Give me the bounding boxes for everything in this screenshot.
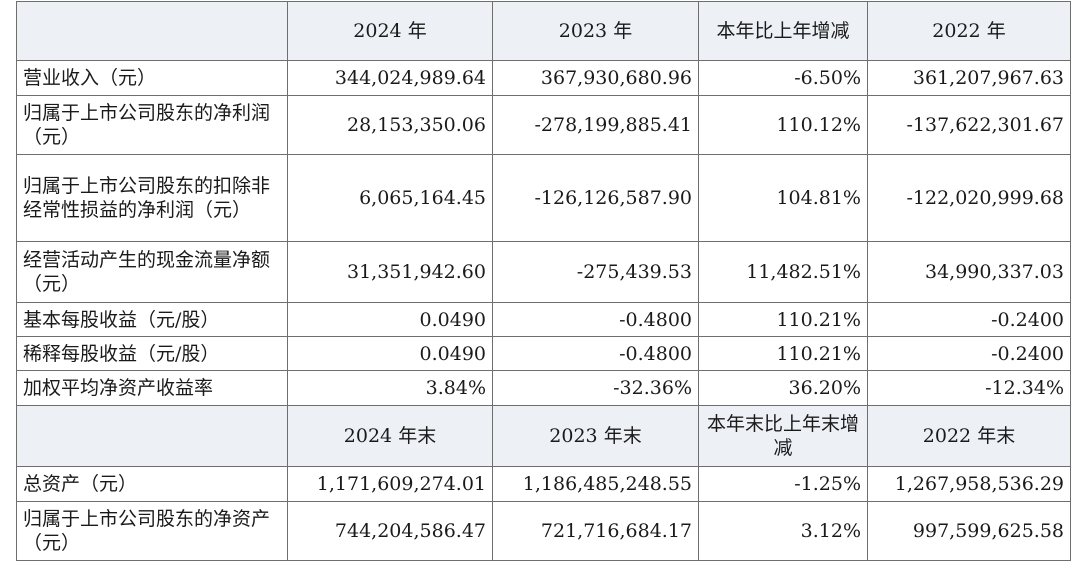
cell-2023-end: 721,716,684.17 xyxy=(492,501,699,561)
table-row: 营业收入（元） 344,024,989.64 367,930,680.96 -6… xyxy=(16,60,1071,96)
table-row: 加权平均净资产收益率 3.84% -32.36% 36.20% -12.34% xyxy=(16,370,1071,406)
header-label-cell xyxy=(16,1,288,61)
cell-2024-end: 744,204,586.47 xyxy=(287,501,493,561)
cell-2023: -126,126,587.90 xyxy=(492,154,699,242)
header-2024-end: 2024 年末 xyxy=(287,405,493,467)
row-label: 营业收入（元） xyxy=(16,60,288,96)
cell-yoy: 110.12% xyxy=(698,95,868,155)
cell-2022-end: 997,599,625.58 xyxy=(867,501,1071,561)
cell-2022-end: 1,267,958,536.29 xyxy=(867,466,1071,502)
cell-yoy: 3.12% xyxy=(698,501,868,561)
cell-yoy: 110.21% xyxy=(698,336,868,371)
cell-2023: -278,199,885.41 xyxy=(492,95,699,155)
table-row: 归属于上市公司股东的净利润（元） 28,153,350.06 -278,199,… xyxy=(16,95,1071,155)
cell-yoy: -1.25% xyxy=(698,466,868,502)
cell-yoy: -6.50% xyxy=(698,60,868,96)
cell-2022: 361,207,967.63 xyxy=(867,60,1071,96)
header-2022-end: 2022 年末 xyxy=(867,405,1071,467)
subheader-label-cell xyxy=(16,405,288,467)
table-row: 归属于上市公司股东的净资产（元） 744,204,586.47 721,716,… xyxy=(16,501,1071,561)
cell-2023: -0.4800 xyxy=(492,336,699,371)
table-row: 经营活动产生的现金流量净额（元） 31,351,942.60 -275,439.… xyxy=(16,241,1071,303)
table-row: 基本每股收益（元/股） 0.0490 -0.4800 110.21% -0.24… xyxy=(16,302,1071,337)
cell-2024: 6,065,164.45 xyxy=(287,154,493,242)
cell-yoy: 11,482.51% xyxy=(698,241,868,303)
cell-2023: -0.4800 xyxy=(492,302,699,337)
cell-2024: 0.0490 xyxy=(287,336,493,371)
header-2023: 2023 年 xyxy=(492,1,699,61)
cell-2022: -0.2400 xyxy=(867,336,1071,371)
cell-yoy: 104.81% xyxy=(698,154,868,242)
header-2023-end: 2023 年末 xyxy=(492,405,699,467)
cell-2023-end: 1,186,485,248.55 xyxy=(492,466,699,502)
cell-yoy: 110.21% xyxy=(698,302,868,337)
cell-2024: 0.0490 xyxy=(287,302,493,337)
cell-2024-end: 1,171,609,274.01 xyxy=(287,466,493,502)
table-row: 归属于上市公司股东的扣除非经常性损益的净利润（元） 6,065,164.45 -… xyxy=(16,154,1071,242)
table-row: 稀释每股收益（元/股） 0.0490 -0.4800 110.21% -0.24… xyxy=(16,336,1071,371)
table-header-row: 2024 年 2023 年 本年比上年增减 2022 年 xyxy=(16,1,1071,61)
header-yoy-change: 本年比上年增减 xyxy=(698,1,868,61)
table-subheader-row: 2024 年末 2023 年末 本年末比上年末增减 2022 年末 xyxy=(16,405,1071,467)
table-row: 总资产（元） 1,171,609,274.01 1,186,485,248.55… xyxy=(16,466,1071,502)
cell-2022: -122,020,999.68 xyxy=(867,154,1071,242)
cell-2022: -12.34% xyxy=(867,370,1071,406)
header-yoy-end-change: 本年末比上年末增减 xyxy=(698,405,868,467)
financial-summary-table: 2024 年 2023 年 本年比上年增减 2022 年 营业收入（元） 344… xyxy=(16,1,1071,561)
cell-2024: 3.84% xyxy=(287,370,493,406)
row-label: 总资产（元） xyxy=(16,466,288,502)
row-label: 加权平均净资产收益率 xyxy=(16,370,288,406)
row-label: 归属于上市公司股东的扣除非经常性损益的净利润（元） xyxy=(16,154,288,242)
cell-2024: 31,351,942.60 xyxy=(287,241,493,303)
cell-2022: -0.2400 xyxy=(867,302,1071,337)
cell-2023: -275,439.53 xyxy=(492,241,699,303)
cell-2022: 34,990,337.03 xyxy=(867,241,1071,303)
row-label: 经营活动产生的现金流量净额（元） xyxy=(16,241,288,303)
cell-2023: 367,930,680.96 xyxy=(492,60,699,96)
header-2022: 2022 年 xyxy=(867,1,1071,61)
row-label: 基本每股收益（元/股） xyxy=(16,302,288,337)
cell-yoy: 36.20% xyxy=(698,370,868,406)
row-label: 归属于上市公司股东的净利润（元） xyxy=(16,95,288,155)
row-label: 归属于上市公司股东的净资产（元） xyxy=(16,501,288,561)
cell-2023: -32.36% xyxy=(492,370,699,406)
cell-2024: 28,153,350.06 xyxy=(287,95,493,155)
row-label: 稀释每股收益（元/股） xyxy=(16,336,288,371)
header-2024: 2024 年 xyxy=(287,1,493,61)
cell-2022: -137,622,301.67 xyxy=(867,95,1071,155)
cell-2024: 344,024,989.64 xyxy=(287,60,493,96)
